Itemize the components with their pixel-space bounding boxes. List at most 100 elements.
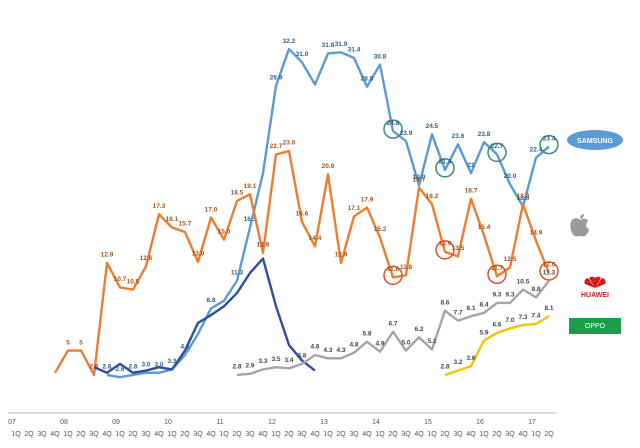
data-label: 3.8 bbox=[297, 353, 306, 360]
data-label: 10.5 bbox=[127, 278, 140, 285]
year-label: 17 bbox=[528, 419, 536, 426]
data-label: 6.6 bbox=[492, 322, 501, 329]
legend-badge bbox=[567, 130, 623, 150]
x-tick-label: 4Q bbox=[414, 431, 424, 438]
x-tick-label: 1Q bbox=[323, 431, 333, 438]
x-tick-label: 1Q bbox=[167, 431, 177, 438]
data-label: 31.9 bbox=[335, 41, 348, 48]
x-tick-label: 1Q bbox=[375, 431, 385, 438]
data-label: 15.4 bbox=[478, 224, 491, 231]
x-tick-label: 1Q bbox=[531, 431, 541, 438]
data-label: 22.7 bbox=[491, 143, 504, 150]
data-label: 21.3 bbox=[439, 159, 452, 166]
x-tick-label: 4Q bbox=[466, 431, 476, 438]
data-label: 17.3 bbox=[153, 203, 166, 210]
data-label: 17.0 bbox=[205, 206, 218, 213]
data-label: 19.1 bbox=[244, 183, 257, 190]
data-label: 19.9 bbox=[413, 174, 426, 181]
x-tick-label: 1Q bbox=[63, 431, 73, 438]
data-label: 31.4 bbox=[348, 47, 361, 54]
highlight-circle bbox=[487, 264, 507, 285]
data-label: 17.1 bbox=[348, 205, 361, 212]
x-tick-label: 1Q bbox=[219, 431, 229, 438]
data-label: 4.3 bbox=[336, 347, 345, 354]
data-label: 3.2 bbox=[453, 359, 462, 366]
data-label: 23.4 bbox=[543, 135, 556, 142]
data-label: 4.8 bbox=[349, 342, 358, 349]
data-label: 4.9 bbox=[375, 340, 384, 347]
x-tick-label: 4Q bbox=[258, 431, 268, 438]
data-label: 4.6 bbox=[310, 344, 319, 351]
x-tick-label: 4Q bbox=[362, 431, 372, 438]
data-label: 28.9 bbox=[270, 74, 283, 81]
x-tick-label: 3Q bbox=[193, 431, 203, 438]
year-label: 13 bbox=[320, 419, 328, 426]
data-label: 14.9 bbox=[530, 230, 543, 237]
data-label: 3.4 bbox=[284, 357, 293, 364]
data-label: 3.5 bbox=[271, 356, 280, 363]
data-label: 5.1 bbox=[427, 338, 436, 345]
data-label: 8.6 bbox=[440, 299, 449, 306]
x-tick-label: 2Q bbox=[180, 431, 190, 438]
x-tick-label: 1Q bbox=[271, 431, 281, 438]
data-label: 15.7 bbox=[179, 221, 192, 228]
data-label: 28.8 bbox=[361, 75, 374, 82]
data-label: 8.8 bbox=[206, 297, 215, 304]
data-label: 3.0 bbox=[141, 361, 150, 368]
x-tick-label: 2Q bbox=[388, 431, 398, 438]
data-label: 5 bbox=[79, 339, 83, 346]
data-label: 18.5 bbox=[231, 190, 244, 197]
data-label: 24.8 bbox=[387, 120, 400, 127]
highlight-circle bbox=[539, 134, 559, 155]
data-label: 7.4 bbox=[531, 313, 540, 320]
x-tick-label: 3Q bbox=[505, 431, 515, 438]
x-tick-label: 3Q bbox=[141, 431, 151, 438]
year-label: 14 bbox=[372, 419, 380, 426]
data-label: 15.0 bbox=[218, 228, 231, 235]
x-tick-label: 1Q bbox=[427, 431, 437, 438]
data-label: 18.2 bbox=[426, 193, 439, 200]
data-label: 22.4 bbox=[530, 146, 543, 153]
data-label: 8.1 bbox=[466, 305, 475, 312]
year-label: 15 bbox=[424, 419, 432, 426]
data-label: 16.1 bbox=[166, 216, 179, 223]
year-label: 10 bbox=[164, 419, 172, 426]
highlight-circle bbox=[383, 119, 403, 139]
data-label: 23.6 bbox=[452, 133, 465, 140]
data-label: 13.0 bbox=[192, 251, 205, 258]
data-label: 5.0 bbox=[401, 339, 410, 346]
x-tick-label: 4Q bbox=[518, 431, 528, 438]
data-label: 4.6 bbox=[180, 344, 189, 351]
data-label: 12.9 bbox=[335, 252, 348, 259]
x-tick-label: 1Q bbox=[11, 431, 21, 438]
data-label: 13.9 bbox=[439, 241, 452, 248]
data-label: 2.6 bbox=[115, 366, 124, 373]
data-label: 3.0 bbox=[154, 361, 163, 368]
x-tick-label: 4Q bbox=[102, 431, 112, 438]
data-label: 18.2 bbox=[517, 193, 530, 200]
x-tick-label: 1Q bbox=[479, 431, 489, 438]
data-label: 13.8 bbox=[257, 242, 270, 249]
data-label: 11.3 bbox=[543, 269, 556, 276]
data-label: 22.7 bbox=[270, 143, 283, 150]
series-line bbox=[236, 279, 550, 377]
data-label: 24.5 bbox=[426, 123, 439, 130]
x-tick-label: 3Q bbox=[245, 431, 255, 438]
data-label: 14.4 bbox=[309, 235, 322, 242]
data-label: 2.8 bbox=[102, 364, 111, 371]
apple-logo bbox=[570, 214, 589, 237]
data-label: 11.3 bbox=[231, 269, 244, 276]
legend-label: SAMSUNG bbox=[577, 138, 613, 145]
data-label: 11.6 bbox=[387, 266, 400, 273]
data-label: 15.2 bbox=[374, 226, 387, 233]
highlight-circle bbox=[539, 261, 559, 281]
data-label: 2.8 bbox=[440, 364, 449, 371]
data-label: 18.0 bbox=[517, 195, 530, 202]
x-tick-label: 2Q bbox=[24, 431, 34, 438]
x-tick-label: 3Q bbox=[37, 431, 47, 438]
data-label: 18.7 bbox=[465, 187, 478, 194]
highlight-circle bbox=[435, 240, 455, 260]
data-label: 12.0 bbox=[543, 262, 556, 269]
data-label: 12.9 bbox=[101, 252, 114, 259]
